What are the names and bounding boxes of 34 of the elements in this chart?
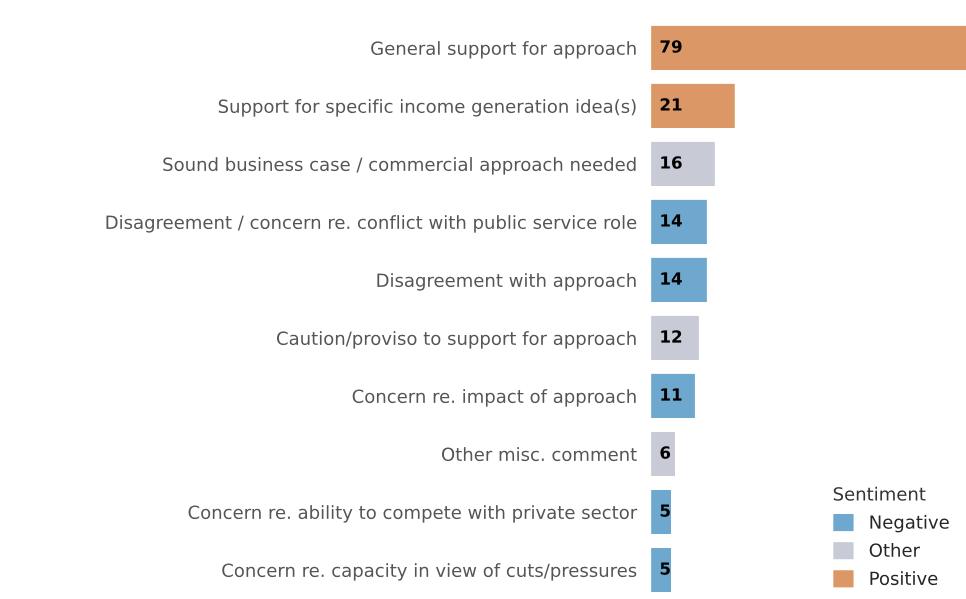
- y-tick-label: Concern re. capacity in view of cuts/pressures: [222, 563, 636, 581]
- bar: [651, 548, 672, 592]
- data-label: 12: [661, 330, 682, 343]
- y-tick-label: Support for specific income generation idea(s): [218, 99, 636, 117]
- bar: [651, 374, 695, 418]
- bar: [651, 490, 672, 534]
- bar: [651, 432, 675, 476]
- legend-label: Positive: [870, 571, 938, 586]
- bar: [651, 316, 699, 360]
- data-label: 5: [660, 504, 670, 517]
- y-tick-label: Concern re. ability to compete with private sector: [188, 505, 638, 523]
- bar: [651, 258, 707, 302]
- bar: [651, 84, 735, 128]
- data-label: 21: [660, 98, 682, 111]
- bar: [651, 142, 715, 186]
- y-tick-label: Concern re. impact of approach: [352, 389, 636, 407]
- bar: [651, 200, 707, 244]
- y-tick-label: Disagreement / concern re. conflict with public service role: [106, 215, 636, 233]
- legend-title: Sentiment: [834, 486, 926, 501]
- data-label: 5: [660, 562, 670, 575]
- data-label: 6: [660, 446, 670, 459]
- data-label: 14: [661, 272, 682, 285]
- bar: [651, 26, 966, 70]
- y-tick-label: Other misc. comment: [442, 447, 637, 462]
- data-label: 16: [661, 156, 682, 169]
- data-label: 79: [660, 40, 682, 53]
- data-label: 11: [661, 388, 682, 401]
- y-tick-label: General support for approach: [371, 41, 636, 59]
- y-tick-label: Disagreement with approach: [377, 273, 636, 291]
- data-label: 14: [661, 214, 682, 227]
- legend-label: Negative: [870, 514, 949, 532]
- legend-label: Other: [870, 543, 920, 557]
- y-tick-label: Sound business case / commercial approach needed: [163, 157, 636, 175]
- y-tick-label: Caution/proviso to support for approach: [277, 331, 636, 349]
